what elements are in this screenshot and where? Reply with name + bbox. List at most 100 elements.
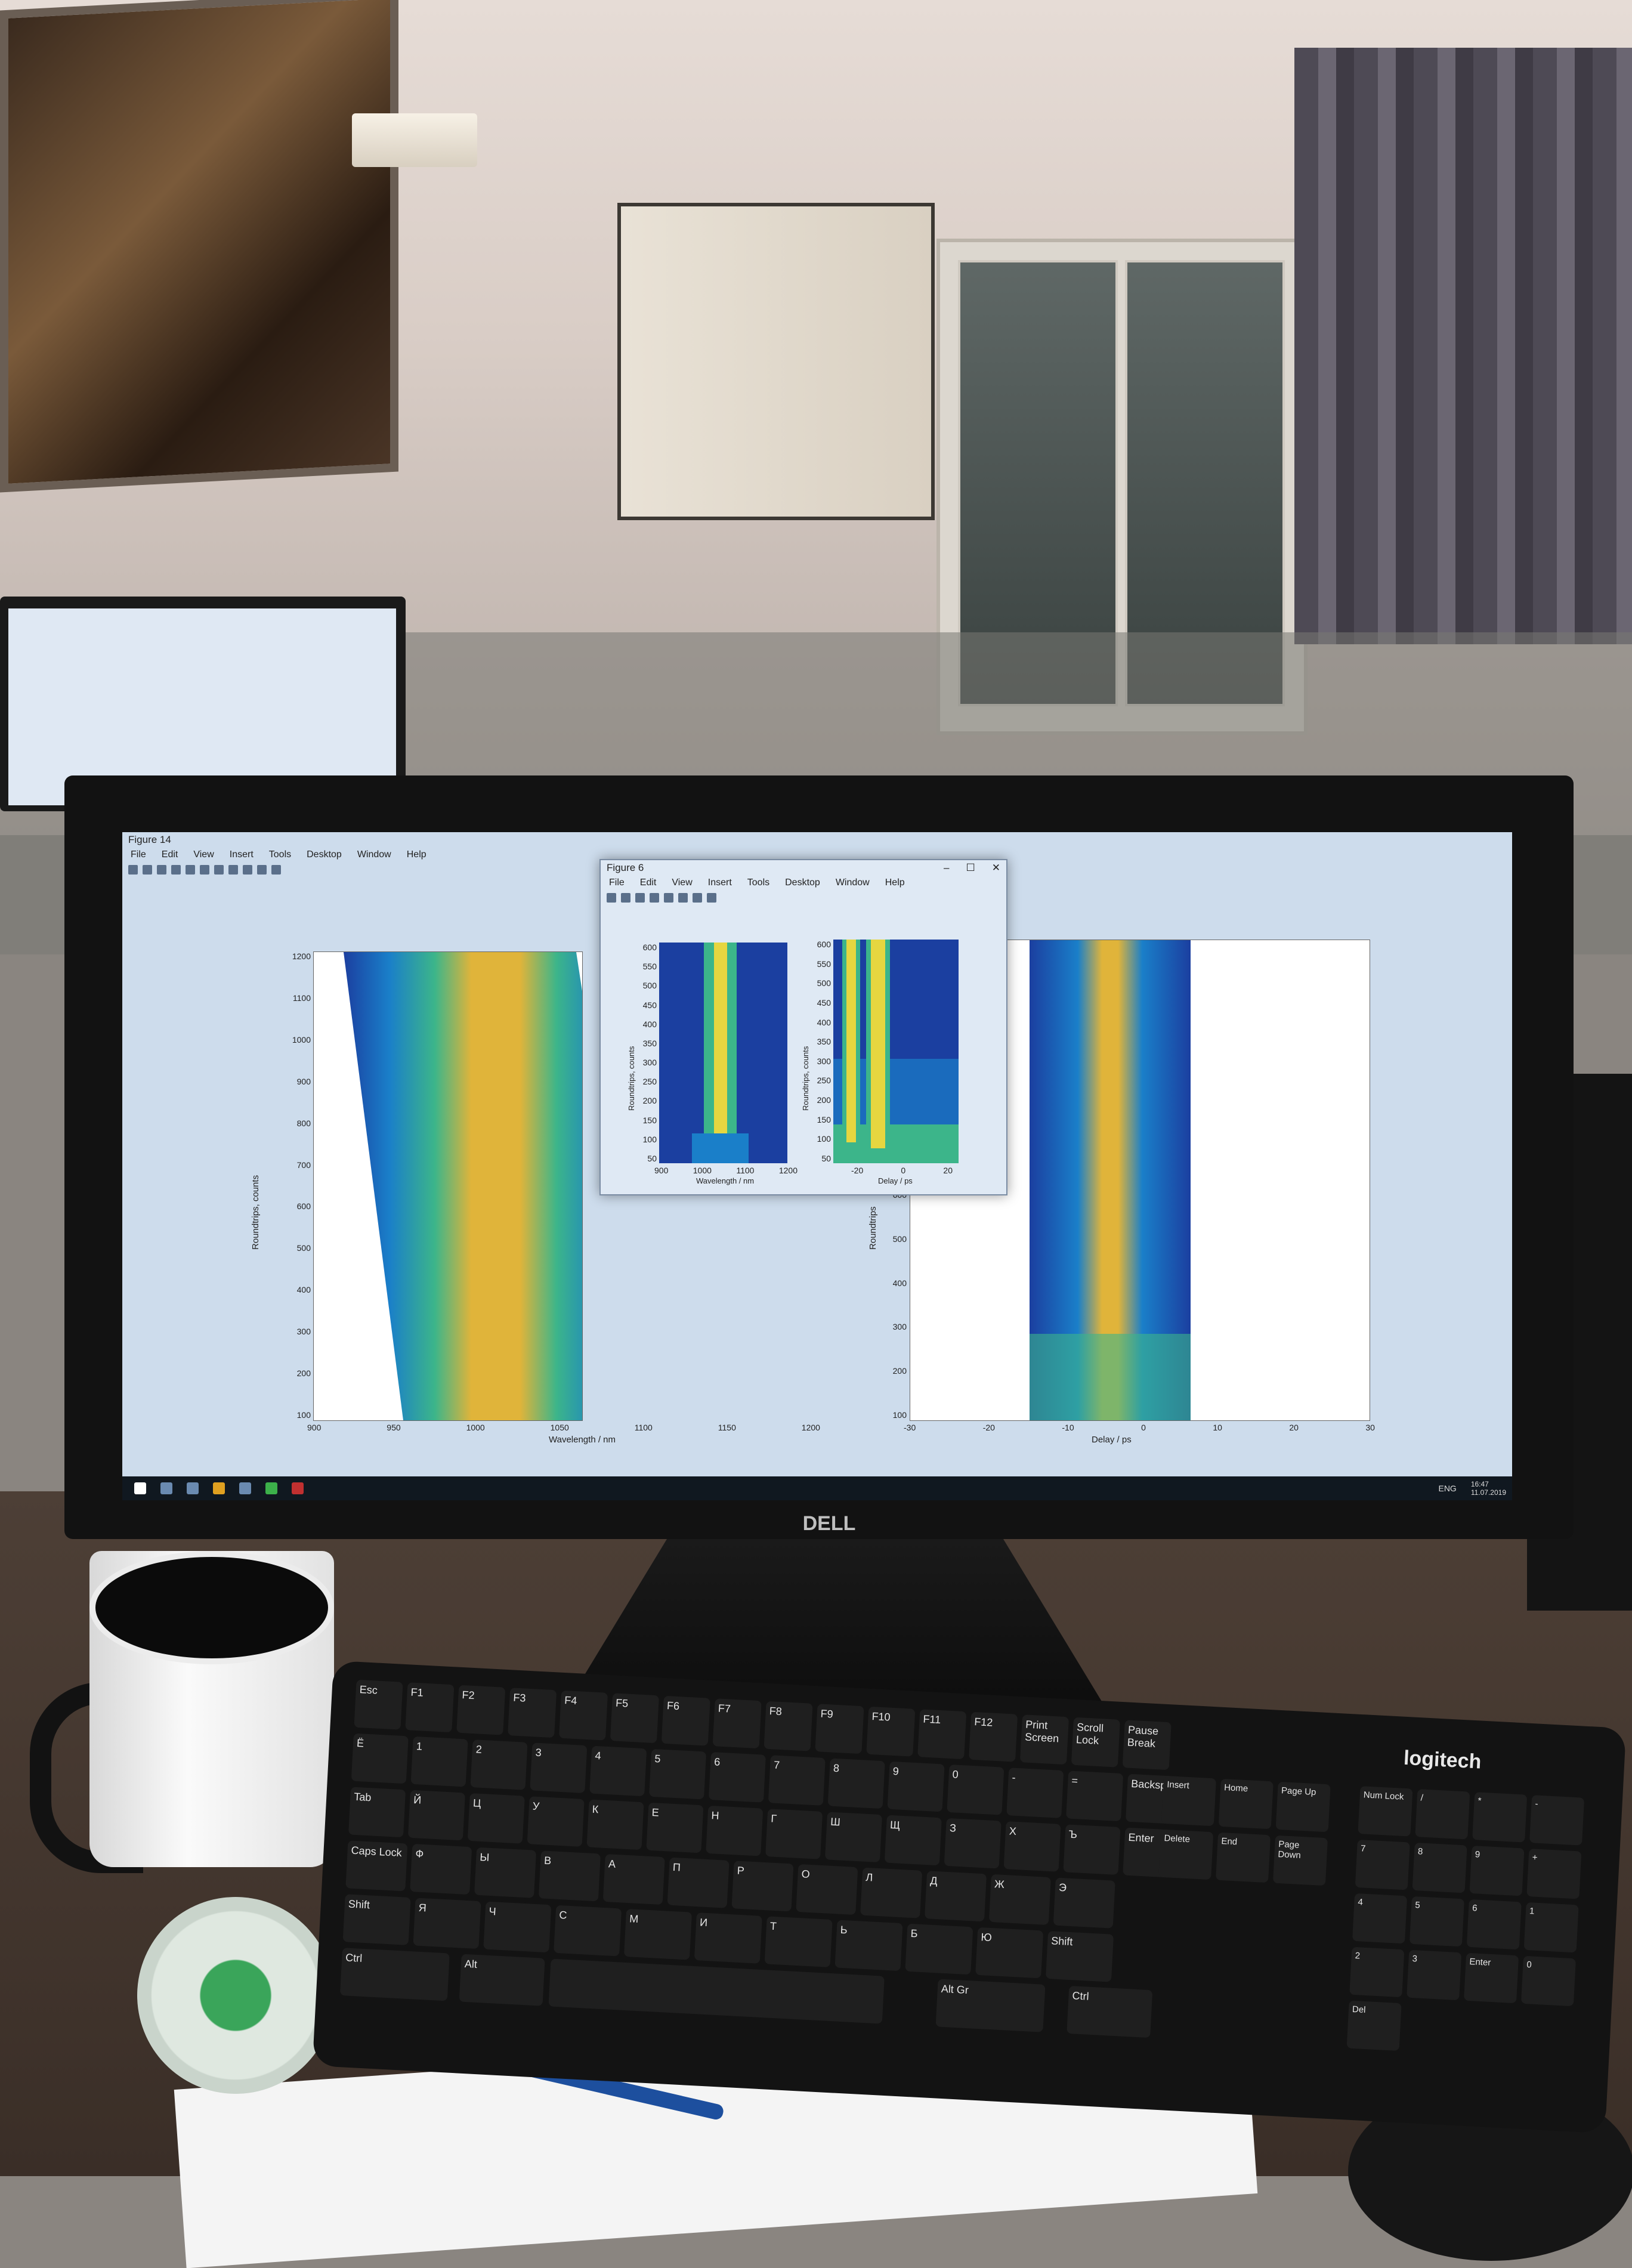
menu-insert[interactable]: Insert: [229, 849, 254, 860]
menu-view[interactable]: View: [193, 849, 214, 860]
numpad-key[interactable]: 5: [1409, 1896, 1464, 1947]
key[interactable]: Ё: [351, 1733, 409, 1784]
key[interactable]: 4: [589, 1745, 647, 1797]
numpad-key[interactable]: 8: [1412, 1842, 1467, 1893]
key[interactable]: Alt: [459, 1954, 545, 2006]
print-icon[interactable]: [171, 865, 181, 875]
start-icon[interactable]: [134, 1482, 146, 1494]
key[interactable]: F12: [969, 1711, 1018, 1762]
key[interactable]: Alt Gr: [935, 1979, 1046, 2032]
rotate-icon[interactable]: [243, 865, 252, 875]
numpad-key[interactable]: *: [1472, 1792, 1528, 1843]
key[interactable]: Tab: [348, 1787, 406, 1838]
key[interactable]: Ф: [410, 1844, 472, 1895]
key[interactable]: Scroll Lock: [1071, 1717, 1120, 1768]
key[interactable]: 0: [947, 1764, 1004, 1815]
key[interactable]: С: [554, 1905, 622, 1957]
print-icon[interactable]: [650, 893, 659, 903]
key[interactable]: Ctrl: [1067, 1985, 1153, 2038]
task-view-icon[interactable]: [187, 1482, 199, 1494]
spacebar[interactable]: [548, 1958, 885, 2024]
menu-edit[interactable]: Edit: [161, 849, 178, 860]
key[interactable]: Ц: [467, 1793, 525, 1844]
app-icon[interactable]: [265, 1482, 277, 1494]
key[interactable]: Т: [764, 1916, 833, 1967]
key[interactable]: F8: [764, 1701, 813, 1751]
menu-desktop[interactable]: Desktop: [307, 849, 342, 860]
key[interactable]: Д: [925, 1871, 987, 1922]
numpad-key[interactable]: 9: [1469, 1845, 1525, 1896]
key[interactable]: Л: [860, 1867, 923, 1918]
zoom-in-icon[interactable]: [200, 865, 209, 875]
numpad-key[interactable]: 3: [1407, 1949, 1462, 2001]
key[interactable]: З: [944, 1818, 1002, 1869]
key[interactable]: Print Screen: [1019, 1714, 1070, 1765]
key[interactable]: F7: [712, 1698, 762, 1749]
key[interactable]: 9: [887, 1761, 945, 1812]
key[interactable]: F2: [456, 1685, 506, 1735]
figure-6-window[interactable]: Figure 6 – ☐ ✕ File Edit View Insert Too…: [599, 859, 1007, 1195]
key[interactable]: Ю: [975, 1927, 1044, 1979]
key[interactable]: 1: [410, 1736, 468, 1787]
key[interactable]: Э: [1053, 1877, 1115, 1929]
key[interactable]: F11: [917, 1709, 967, 1760]
pan-icon[interactable]: [228, 865, 238, 875]
key[interactable]: И: [694, 1912, 762, 1964]
key[interactable]: -: [1006, 1768, 1064, 1818]
nav-key[interactable]: Home: [1218, 1778, 1274, 1830]
key[interactable]: У: [527, 1796, 585, 1847]
nav-key[interactable]: Delete: [1158, 1829, 1214, 1880]
menu-view[interactable]: View: [672, 877, 693, 888]
numpad-key[interactable]: Enter: [1464, 1952, 1519, 2004]
key[interactable]: Й: [407, 1790, 465, 1841]
menu-insert[interactable]: Insert: [707, 877, 732, 888]
menu-window[interactable]: Window: [357, 849, 391, 860]
numpad-key[interactable]: 2: [1349, 1946, 1405, 1998]
browser-icon[interactable]: [239, 1482, 251, 1494]
menu-window[interactable]: Window: [835, 877, 870, 888]
key[interactable]: 3: [530, 1742, 588, 1794]
zoom-out-icon[interactable]: [214, 865, 224, 875]
key[interactable]: F10: [866, 1706, 916, 1757]
key[interactable]: Shift: [1046, 1930, 1114, 1982]
key[interactable]: Ь: [834, 1920, 903, 1972]
numpad-key[interactable]: 4: [1352, 1893, 1408, 1944]
key[interactable]: Е: [646, 1802, 704, 1853]
numpad-key[interactable]: Del: [1346, 2000, 1402, 2051]
numpad-key[interactable]: Num Lock: [1358, 1786, 1413, 1837]
key[interactable]: Esc: [354, 1679, 403, 1730]
language-indicator[interactable]: ENG: [1438, 1484, 1457, 1493]
numpad-key[interactable]: 6: [1466, 1899, 1522, 1950]
matlab-icon[interactable]: [292, 1482, 304, 1494]
new-figure-icon[interactable]: [128, 865, 138, 875]
new-figure-icon[interactable]: [607, 893, 616, 903]
close-icon[interactable]: ✕: [991, 862, 1000, 873]
key[interactable]: Я: [413, 1898, 481, 1949]
key[interactable]: Б: [905, 1923, 973, 1975]
key[interactable]: О: [796, 1864, 858, 1915]
menu-tools[interactable]: Tools: [268, 849, 292, 860]
key[interactable]: Ы: [474, 1847, 537, 1898]
maximize-icon[interactable]: ☐: [966, 862, 975, 873]
menu-help[interactable]: Help: [885, 877, 905, 888]
key[interactable]: 2: [470, 1739, 528, 1790]
key[interactable]: 6: [708, 1752, 766, 1803]
pointer-icon[interactable]: [186, 865, 195, 875]
key[interactable]: Pause Break: [1122, 1720, 1172, 1770]
numpad-key[interactable]: 7: [1355, 1839, 1410, 1890]
key[interactable]: Caps Lock: [345, 1840, 408, 1892]
numpad-key[interactable]: 1: [1523, 1902, 1579, 1953]
open-icon[interactable]: [143, 865, 152, 875]
key[interactable]: F4: [558, 1690, 608, 1741]
search-icon[interactable]: [160, 1482, 172, 1494]
numpad-key[interactable]: -: [1529, 1795, 1585, 1846]
key[interactable]: Х: [1003, 1821, 1061, 1872]
key[interactable]: F9: [815, 1704, 864, 1754]
nav-key[interactable]: End: [1216, 1832, 1271, 1883]
save-icon[interactable]: [635, 893, 645, 903]
nav-key[interactable]: Page Up: [1275, 1781, 1331, 1833]
key[interactable]: 8: [827, 1758, 885, 1809]
menu-file[interactable]: File: [609, 877, 625, 888]
key[interactable]: Ctrl: [339, 1948, 450, 2001]
save-icon[interactable]: [157, 865, 166, 875]
